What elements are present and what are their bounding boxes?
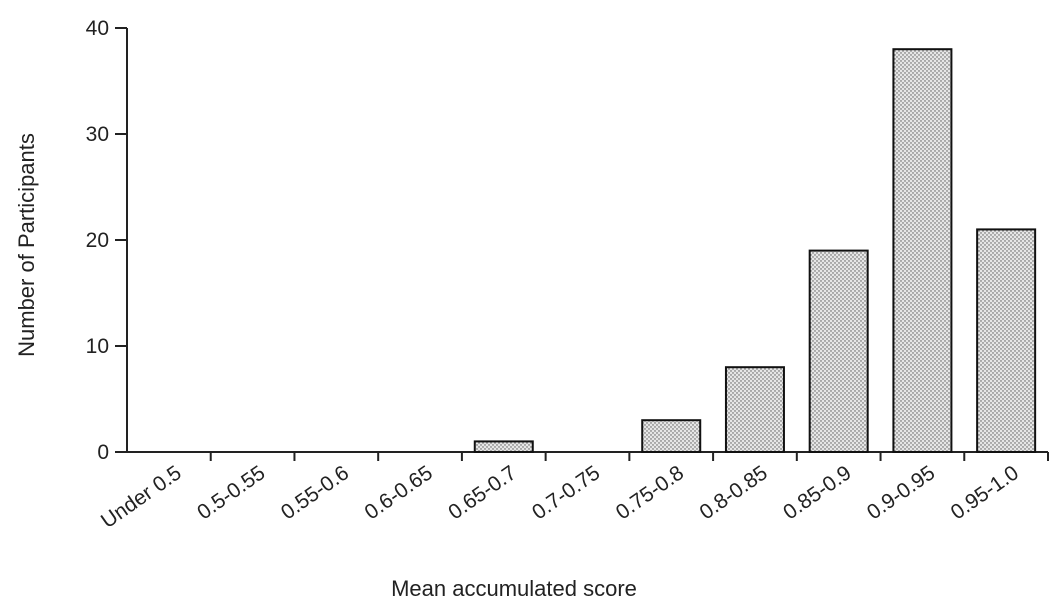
x-tick-label: 0.75-0.8 [612,461,688,524]
x-tick-label: 0.85-0.9 [779,461,855,524]
y-tick-label: 20 [86,229,109,252]
x-tick-label: 0.55-0.6 [277,461,353,524]
x-tick-label: 0.65-0.7 [444,461,520,524]
x-tick-label: 0.9-0.95 [863,461,939,524]
bar [473,440,534,453]
x-axis-title: Mean accumulated score [391,576,637,601]
y-axis-title: Number of Participants [14,133,39,357]
bar [892,48,953,453]
y-axis: 0 10 20 30 40 [86,17,128,464]
bar [808,249,869,453]
x-tick-label: 0.5-0.55 [193,461,269,524]
x-tick-label: 0.7-0.75 [528,461,604,524]
x-tick-label: Under 0.5 [97,461,186,533]
x-tick-label: 0.6-0.65 [361,461,437,524]
y-tick-label: 40 [86,17,109,40]
x-axis: Under 0.5 0.5-0.55 0.55-0.6 0.6-0.65 0.65-0.… [97,451,1049,533]
x-tick-label: 0.95-1.0 [947,461,1023,524]
y-tick-label: 30 [86,123,109,146]
bars [473,48,1037,454]
x-tick-label: 0.8-0.85 [696,461,772,524]
y-tick-label: 0 [97,441,109,464]
bar [976,228,1037,453]
bar [724,366,785,454]
bar [641,419,702,454]
y-tick-label: 10 [86,335,109,358]
